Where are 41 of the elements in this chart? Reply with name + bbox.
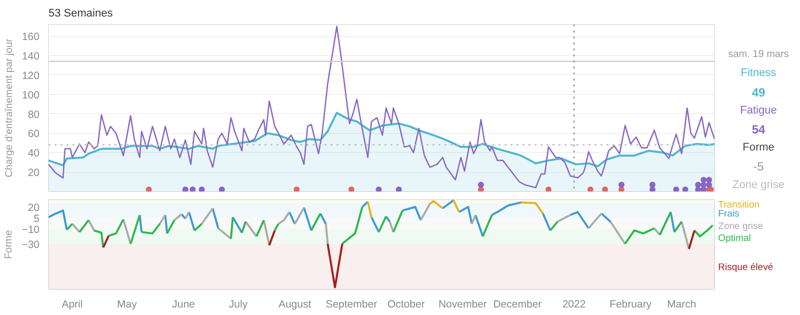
x-tick-label: May bbox=[117, 298, 138, 310]
band-label: Zone grise bbox=[718, 220, 764, 232]
x-tick-label: August bbox=[278, 298, 312, 310]
band-label: Transition bbox=[718, 200, 760, 211]
band-label: Risque élevé bbox=[718, 262, 774, 274]
y-tick-label: 140 bbox=[22, 50, 40, 63]
text: sam. 19 mars bbox=[728, 49, 789, 60]
text: Zone grise bbox=[732, 178, 784, 191]
line-series bbox=[48, 26, 714, 188]
y-axis-title: Charge d'entraînement par jour bbox=[4, 38, 15, 178]
text: Fitness bbox=[740, 67, 777, 80]
x-tick-label: March bbox=[667, 298, 696, 310]
x-tick-label: September bbox=[326, 298, 378, 310]
text: -5 bbox=[753, 160, 764, 174]
x-tick-label: November bbox=[438, 298, 488, 310]
y-tick-label: 80 bbox=[28, 108, 40, 121]
y-tick-label: −10 bbox=[22, 224, 40, 236]
y-tick-label: 5 bbox=[34, 212, 40, 225]
text: 54 bbox=[752, 122, 766, 136]
y-tick-label: 20 bbox=[28, 167, 40, 180]
x-tick-label: July bbox=[228, 298, 248, 310]
chart-title: 53 Semaines bbox=[48, 8, 114, 20]
y-tick-label: 160 bbox=[22, 31, 40, 44]
y-tick-label: 100 bbox=[22, 89, 40, 102]
y-tick-label: 60 bbox=[28, 128, 40, 140]
y-tick-label: 20 bbox=[28, 202, 40, 214]
x-tick-label: February bbox=[610, 298, 652, 310]
band-label: Frais bbox=[718, 208, 740, 220]
y-axis-title: Forme bbox=[4, 230, 15, 259]
text: Forme bbox=[742, 142, 774, 154]
x-tick-label: October bbox=[387, 298, 426, 310]
x-tick-label: December bbox=[493, 298, 542, 310]
band-label: Optimal bbox=[718, 233, 751, 244]
y-tick-label: 40 bbox=[28, 148, 40, 160]
text: 49 bbox=[752, 85, 766, 100]
y-tick-label: −30 bbox=[22, 238, 40, 251]
x-tick-label: 2022 bbox=[562, 298, 586, 310]
text: Fatigue bbox=[740, 104, 777, 116]
x-tick-label: June bbox=[172, 298, 196, 310]
x-tick-label: April bbox=[62, 298, 83, 310]
y-tick-label: 120 bbox=[22, 70, 40, 82]
